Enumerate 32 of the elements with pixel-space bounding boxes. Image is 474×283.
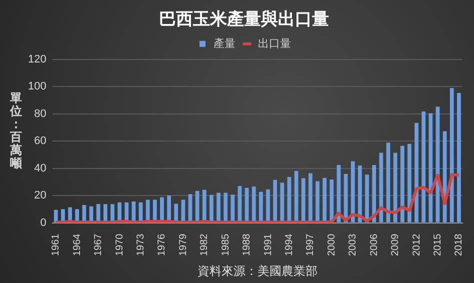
- x-tick-label: 1982: [199, 233, 210, 256]
- x-tick-label: 1961: [50, 233, 62, 256]
- y-tick-label: 40: [34, 162, 46, 174]
- x-tick-label: 1976: [156, 233, 168, 256]
- x-tick-label: 1979: [178, 233, 189, 256]
- x-tick-label: 2006: [368, 233, 380, 256]
- chart-title: 巴西玉米產量與出口量: [159, 10, 329, 30]
- x-tick-label: 1964: [72, 233, 83, 256]
- x-tick-label: 1997: [305, 233, 316, 256]
- y-tick-label: 0: [40, 216, 46, 229]
- x-tick-label: 1988: [242, 233, 253, 256]
- x-tick-label: 1994: [284, 233, 295, 256]
- x-tick-label: 1991: [262, 233, 274, 256]
- x-tick-label: 2015: [432, 233, 444, 256]
- x-tick-label: 1973: [135, 233, 146, 256]
- x-tick-label: 2018: [454, 233, 465, 256]
- x-tick-label: 1967: [93, 233, 104, 256]
- legend-label: 出口量: [258, 36, 291, 50]
- y-tick-label: 60: [34, 135, 46, 148]
- x-tick-label: 1985: [220, 233, 232, 256]
- y-tick-label: 120: [28, 53, 46, 66]
- x-tick-label: 2009: [390, 233, 402, 256]
- x-tick-label: 2000: [326, 233, 338, 256]
- x-tick-label: 2012: [411, 233, 422, 256]
- x-tick-label: 2003: [348, 233, 359, 256]
- source-note: 資料來源：美國農業部: [197, 264, 318, 278]
- legend-label: 產量: [214, 36, 236, 50]
- y-tick-label: 80: [34, 108, 46, 120]
- y-tick-label: 20: [34, 190, 46, 202]
- x-tick-label: 1970: [114, 233, 126, 256]
- y-tick-label: 100: [28, 80, 46, 93]
- y-axis-title: 單位：百萬噸: [8, 91, 23, 170]
